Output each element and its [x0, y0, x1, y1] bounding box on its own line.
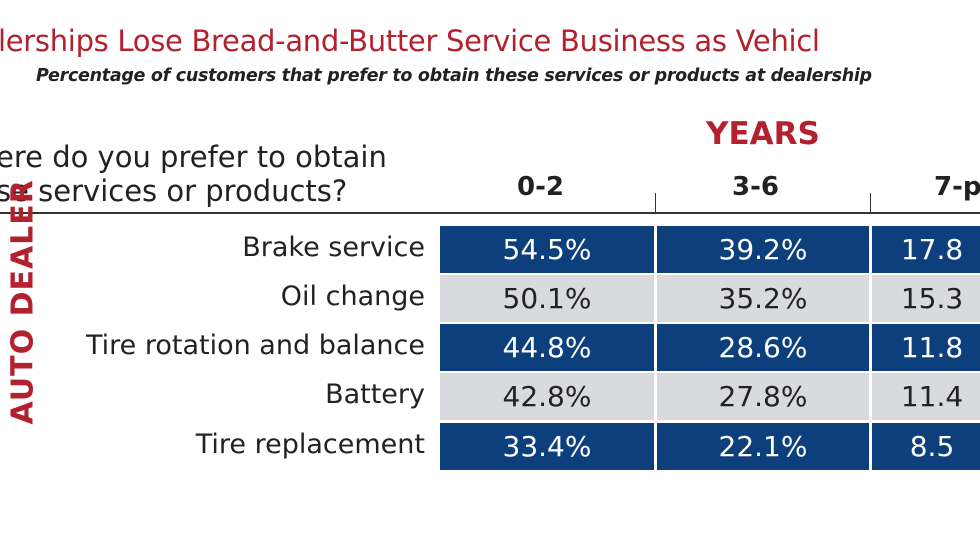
header-rule	[0, 212, 980, 214]
table-cell: 54.5%	[440, 226, 654, 273]
table-cell: 11.4	[872, 373, 980, 420]
table-cell: 28.6%	[657, 324, 869, 371]
table-cell: 50.1%	[440, 275, 654, 322]
table-cell: 15.3	[872, 275, 980, 322]
table-cell: 17.8	[872, 226, 980, 273]
row-label: Battery	[325, 379, 425, 410]
row-label: Oil change	[280, 281, 425, 312]
chart-subtitle: Percentage of customers that prefer to o…	[36, 66, 872, 86]
row-label: Brake service	[242, 232, 425, 263]
table-cell: 33.4%	[440, 423, 654, 470]
table-cell: 44.8%	[440, 324, 654, 371]
table-cell: 39.2%	[657, 226, 869, 273]
question-line-2: se services or products?	[0, 174, 348, 208]
column-header-0-2: 0-2	[517, 172, 564, 202]
years-header: YEARS	[706, 116, 820, 152]
question-line-1: ere do you prefer to obtain	[0, 140, 387, 174]
column-divider-tick	[655, 193, 656, 213]
table-cell: 27.8%	[657, 373, 869, 420]
table-cell: 35.2%	[657, 275, 869, 322]
row-label: Tire replacement	[195, 429, 425, 460]
table-cell: 8.5	[872, 423, 980, 470]
table-cell: 22.1%	[657, 423, 869, 470]
column-divider-tick	[870, 193, 871, 213]
chart-title: lerships Lose Bread-and-Butter Service B…	[0, 24, 820, 58]
column-header-3-6: 3-6	[732, 172, 779, 202]
table-cell: 42.8%	[440, 373, 654, 420]
row-label: Tire rotation and balance	[85, 330, 425, 361]
table-cell: 11.8	[872, 324, 980, 371]
column-header-7-plus: 7-p	[934, 172, 980, 202]
side-label: AUTO DEALER	[5, 179, 41, 425]
